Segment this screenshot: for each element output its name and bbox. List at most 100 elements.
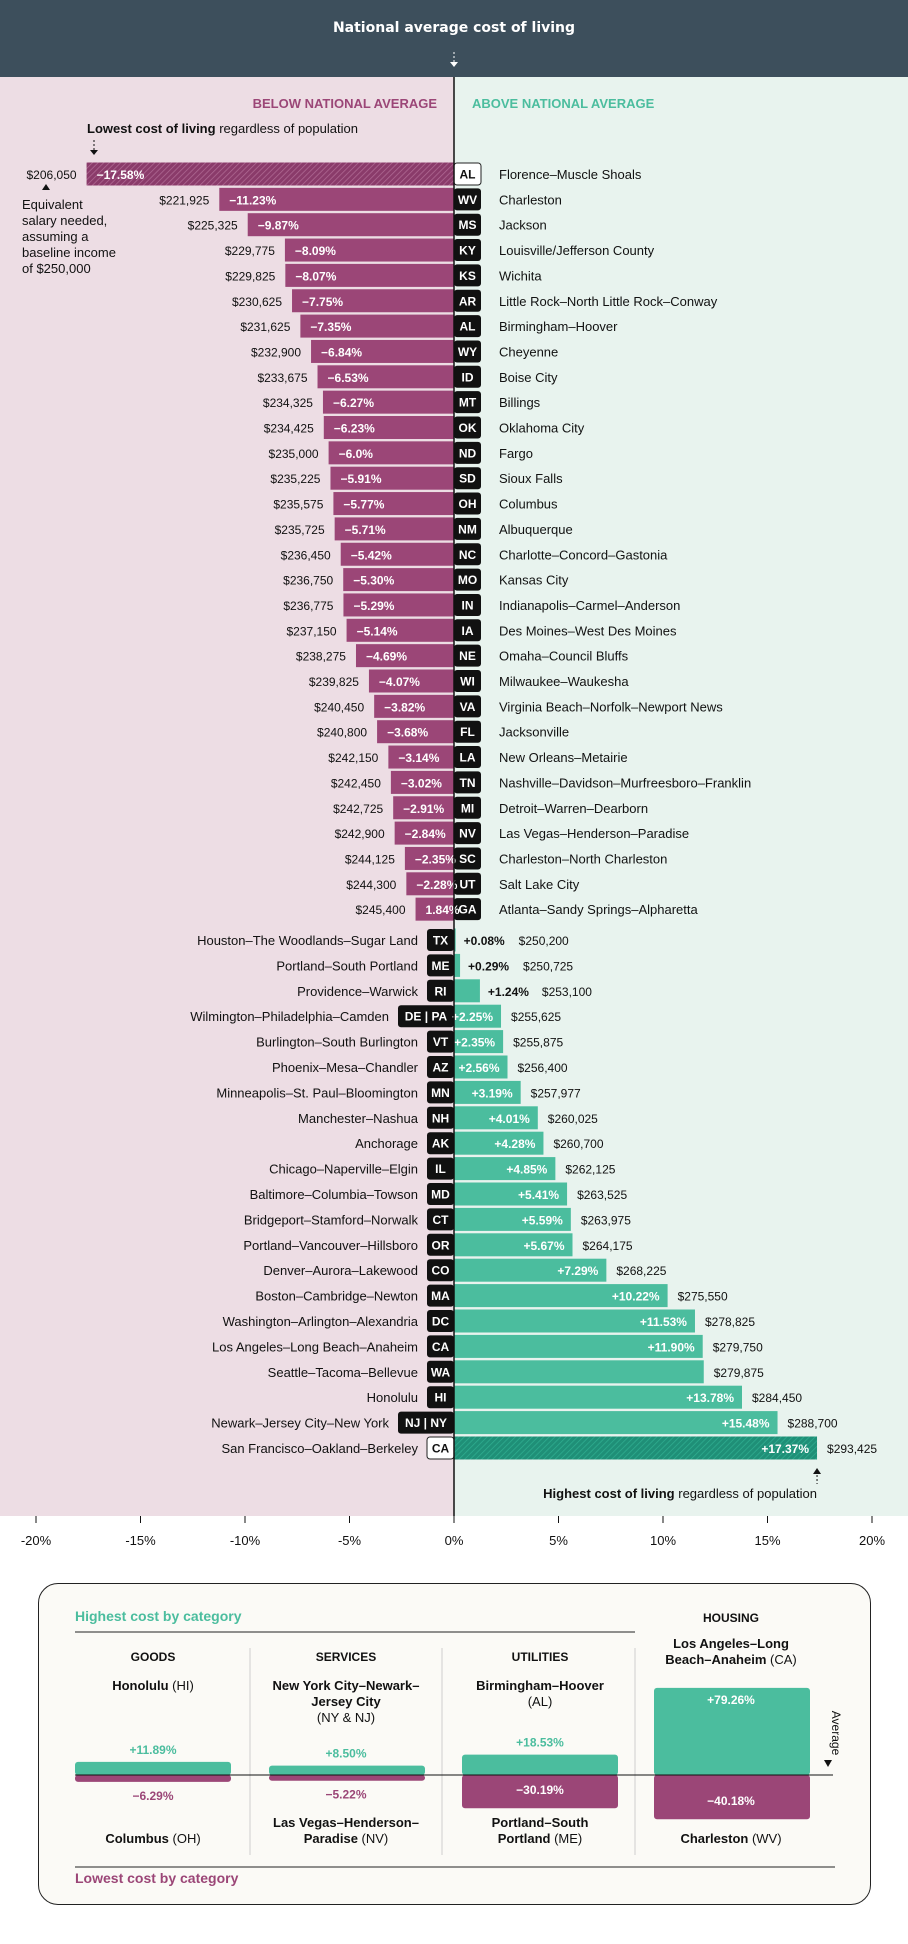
state-box: [427, 1233, 454, 1256]
category-high-value: +18.53%: [516, 1736, 564, 1750]
salary-label: $278,825: [705, 1315, 755, 1329]
lowest-by-category-title: Lowest cost by category: [75, 1870, 239, 1886]
value-label: +15.48%: [722, 1417, 770, 1431]
salary-label: $288,700: [788, 1417, 838, 1431]
bar-1: [219, 187, 454, 211]
state-label: DE | PA: [405, 1010, 448, 1024]
value-label: +3.19%: [472, 1086, 513, 1100]
salary-label: $268,225: [616, 1264, 666, 1278]
salary-label: $257,977: [531, 1086, 581, 1100]
metro-label: Fargo: [499, 446, 533, 461]
state-box: [427, 1056, 454, 1078]
value-label: +5.59%: [522, 1213, 563, 1227]
value-label: +1.24%: [488, 985, 529, 999]
salary-label: $264,175: [583, 1239, 633, 1253]
state-label: AR: [459, 294, 477, 308]
high-metro-label: Los Angeles–Long: [673, 1636, 789, 1651]
state-box: [454, 239, 481, 262]
state-box: [427, 1030, 454, 1053]
above-average-header: ABOVE NATIONAL AVERAGE: [472, 96, 655, 111]
state-box: [454, 441, 481, 464]
bar-44: [454, 1284, 668, 1308]
lowest-arrow-icon: [90, 150, 98, 155]
metro-label: Baltimore–Columbia–Towson: [250, 1187, 418, 1202]
state-label: NH: [432, 1111, 449, 1125]
bar-5: [292, 289, 454, 313]
salary-label: $232,900: [251, 345, 301, 359]
salary-label: $235,000: [269, 447, 319, 461]
category-low-value: −6.29%: [132, 1789, 173, 1803]
metro-label: Charlotte–Concord–Gastonia: [499, 547, 668, 562]
state-label: TN: [460, 776, 476, 790]
bar-39: [454, 1157, 556, 1181]
state-box: [427, 1360, 454, 1383]
banner-title: National average cost of living: [332, 20, 576, 36]
bar-25: [393, 796, 454, 820]
category-high-bar: [654, 1687, 810, 1775]
state-box: [427, 1183, 454, 1205]
state-box: [454, 188, 481, 211]
category-high-bar: [462, 1754, 618, 1775]
metro-label: Salt Lake City: [499, 877, 580, 892]
metro-label: Detroit–Warren–Dearborn: [499, 801, 648, 816]
value-label: +11.90%: [648, 1340, 695, 1354]
state-label: AL: [460, 320, 476, 334]
metro-label: Houston–The Woodlands–Sugar Land: [197, 933, 418, 948]
x-tick-label: -5%: [338, 1533, 362, 1548]
value-label: −5.77%: [343, 498, 384, 512]
value-label: −8.07%: [295, 269, 336, 283]
state-box: [454, 543, 481, 566]
metro-label: Jackson: [499, 218, 547, 233]
bar-45: [454, 1309, 695, 1333]
state-label: AK: [432, 1137, 450, 1151]
metro-label: Florence–Muscle Shoals: [499, 167, 642, 182]
bar-16: [343, 568, 454, 592]
state-label: WY: [458, 345, 477, 359]
salary-label: $237,150: [287, 624, 337, 638]
category-name: HOUSING: [703, 1611, 759, 1625]
metro-label: Phoenix–Mesa–Chandler: [272, 1060, 419, 1075]
state-box: [427, 979, 454, 1002]
state-label: CA: [432, 1442, 450, 1456]
salary-label: $234,425: [264, 422, 314, 436]
salary-label: $293,425: [827, 1442, 877, 1456]
state-label: UT: [460, 877, 477, 891]
category-low-bar: [269, 1775, 425, 1781]
category-name: SERVICES: [316, 1650, 376, 1664]
salary-label: $239,825: [309, 675, 359, 689]
value-label: +4.85%: [506, 1163, 547, 1177]
value-label: −6.84%: [321, 345, 362, 359]
bar-24: [390, 770, 454, 794]
state-label: DC: [432, 1315, 450, 1329]
state-label: CO: [432, 1264, 450, 1278]
category-high-bar: [269, 1765, 425, 1775]
state-label: CT: [433, 1213, 450, 1227]
value-label: −3.68%: [387, 726, 428, 740]
metro-label: Minneapolis–St. Paul–Bloomington: [216, 1085, 418, 1100]
average-arrow-icon: [824, 1760, 832, 1767]
state-label: RI: [435, 984, 447, 998]
low-metro-label: Portland–South: [492, 1815, 589, 1830]
salary-note-line: of $250,000: [22, 261, 91, 276]
state-box: [398, 1411, 454, 1434]
average-label: Average: [829, 1711, 843, 1756]
salary-note-line: assuming a: [22, 229, 89, 244]
category-low-bar: [654, 1775, 810, 1820]
salary-label: $233,675: [257, 371, 307, 385]
salary-label: $255,625: [511, 1010, 561, 1024]
value-label: −6.0%: [339, 447, 374, 461]
high-metro-label: New York City–Newark–: [273, 1678, 420, 1693]
bar-22: [377, 720, 454, 744]
bar-50: [454, 1436, 818, 1460]
state-label: MT: [459, 396, 477, 410]
bar-47: [454, 1360, 704, 1384]
salary-label: $206,050: [27, 168, 77, 182]
state-box: [454, 720, 481, 743]
category-low-bar: [75, 1775, 231, 1782]
salary-label: $253,100: [542, 985, 592, 999]
salary-label: $275,550: [678, 1290, 728, 1304]
state-label: AL: [460, 168, 476, 182]
state-box: [454, 593, 481, 616]
bar-9: [322, 390, 454, 414]
bar-41: [454, 1207, 571, 1231]
